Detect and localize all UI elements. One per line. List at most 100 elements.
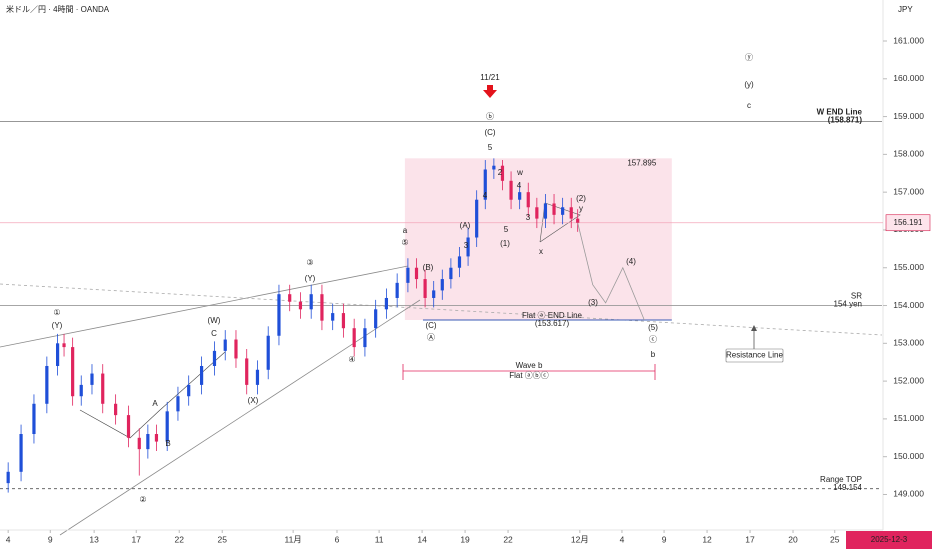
candle-body — [526, 192, 530, 208]
hline-title: SR — [851, 292, 862, 301]
candle-body — [363, 328, 367, 348]
candle-body — [71, 347, 75, 397]
zone-top-label: 157.895 — [627, 158, 656, 167]
candle-body — [535, 207, 539, 219]
last-price-label: 156.191 — [894, 218, 923, 227]
candle-body — [187, 384, 191, 397]
candle-body — [440, 279, 444, 291]
x-tick-label: 11 — [375, 534, 384, 544]
event-arrow — [483, 85, 497, 98]
flat-end-label: (153.617) — [535, 319, 570, 328]
candle-body — [466, 237, 470, 257]
x-tick-label: 25 — [217, 534, 227, 544]
candle-body — [298, 301, 303, 310]
y-tick-label: 150.000 — [893, 451, 924, 461]
wave-label: 4 — [517, 181, 522, 190]
candle-body — [212, 350, 217, 366]
chart-title: 米ドル／円 · 4時間 · OANDA — [6, 4, 110, 14]
x-tick-label: 22 — [175, 534, 185, 544]
wedge-lower — [59, 299, 421, 536]
x-tick-label: 20 — [788, 534, 798, 544]
candle-body — [255, 369, 260, 385]
candle-body — [483, 169, 487, 200]
y-tick-label: 159.000 — [893, 111, 924, 121]
wave-label: b — [651, 350, 656, 359]
hline-title: W END Line — [817, 108, 863, 117]
y-tick-label: 155.000 — [893, 262, 924, 272]
candle-body — [406, 267, 410, 283]
candle-body — [569, 207, 573, 219]
hline-title: Range TOP — [820, 475, 862, 484]
candle-body — [352, 328, 356, 348]
wave-label: 2 — [498, 168, 503, 177]
x-tick-label: 9 — [662, 534, 667, 544]
y-tick-label: 154.000 — [893, 300, 924, 310]
resistance-label: Resistance Line — [726, 351, 783, 360]
candle-body — [165, 411, 169, 442]
candle-body — [266, 335, 270, 370]
wave-label: w — [516, 168, 523, 177]
candle-body — [374, 309, 378, 329]
wave-label: (X) — [248, 396, 259, 405]
x-tick-label: 14 — [417, 534, 427, 544]
wave-label: (A) — [460, 221, 471, 230]
wave-label: B — [165, 439, 170, 448]
wave-label: ⓒ — [649, 335, 657, 344]
candle-body — [101, 373, 105, 404]
wave-label: (B) — [423, 263, 434, 272]
y-tick-label: 152.000 — [893, 375, 924, 385]
candle-body — [55, 343, 60, 366]
candle-body — [277, 294, 281, 336]
wave-label: ⑤ — [401, 238, 408, 247]
x-tick-label: 4 — [620, 534, 625, 544]
wave-label: ③ — [306, 258, 313, 267]
wave-label: 3 — [526, 213, 531, 222]
wave-label: a — [403, 226, 408, 235]
candle-body — [432, 290, 436, 298]
candle-body — [32, 403, 36, 435]
currency: JPY — [898, 5, 913, 14]
x-tick-label: 17 — [132, 534, 142, 544]
candle-body — [414, 267, 419, 280]
candle-body — [320, 294, 324, 321]
x-tick-label: 19 — [460, 534, 470, 544]
wave-label: ⓑ — [486, 112, 494, 121]
wave-label: (C) — [484, 128, 495, 137]
x-tick-label: 17 — [745, 534, 755, 544]
hline-label: (158.871) — [828, 116, 863, 125]
y-tick-label: 149.000 — [893, 489, 924, 499]
y-tick-label: 158.000 — [893, 149, 924, 159]
candle-body — [245, 358, 249, 385]
candle-body — [552, 203, 556, 215]
y-tick-label: 157.000 — [893, 186, 924, 196]
candle-body — [288, 294, 292, 302]
candle-body — [199, 365, 204, 385]
wave-label: (Y) — [305, 274, 316, 283]
projection-path — [577, 222, 645, 321]
x-tick-label: 11月 — [284, 534, 301, 544]
candle-body — [62, 343, 66, 348]
hline-label: 154 yen — [834, 300, 862, 309]
candle-body — [518, 192, 522, 200]
wave-label: 3 — [464, 241, 469, 250]
wave-label: 4 — [483, 191, 488, 200]
y-tick-label: 161.000 — [893, 35, 924, 45]
x-tick-label: 22 — [503, 534, 513, 544]
wave-label: ④ — [348, 355, 355, 364]
candle-body — [223, 339, 227, 351]
wave-label: (3) — [588, 298, 598, 307]
candle-body — [154, 434, 159, 442]
zone-box — [404, 158, 672, 321]
candle-body — [176, 396, 180, 412]
candle-body — [384, 297, 389, 310]
wave-label: A — [152, 399, 158, 408]
wave-label: (C) — [425, 321, 436, 330]
x-tick-label: 4 — [6, 534, 11, 544]
candle-body — [423, 279, 427, 298]
wave-label: (y) — [744, 80, 754, 89]
candle-body — [6, 471, 10, 484]
candle-body — [576, 218, 580, 223]
wave-label: Ⓐ — [427, 333, 435, 342]
candle-body — [146, 434, 150, 450]
candle-body — [457, 256, 462, 268]
